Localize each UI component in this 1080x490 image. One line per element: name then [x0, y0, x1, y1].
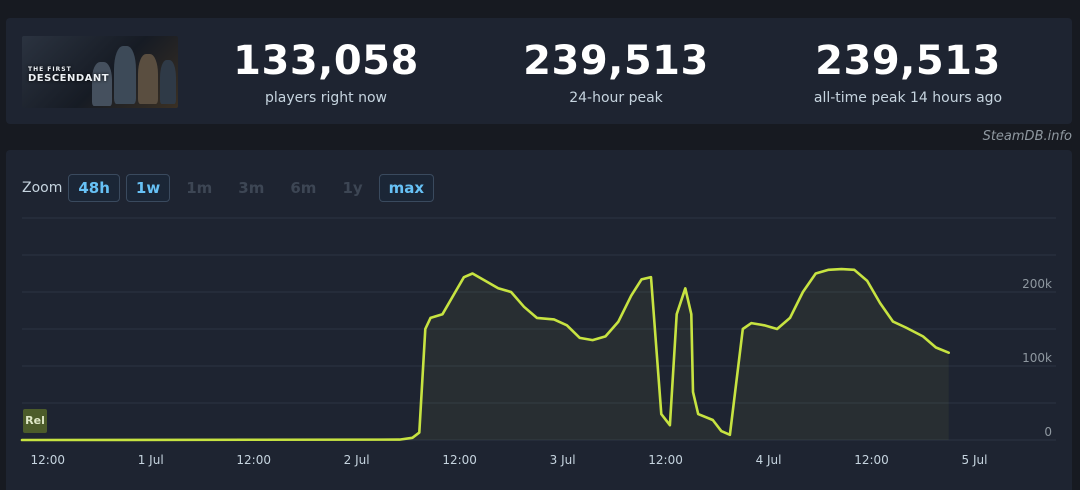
stats-panel: THE FIRST DESCENDANT 133,058 players rig… — [6, 18, 1072, 124]
stat-current-players: 133,058 players right now — [196, 38, 456, 106]
series-line — [20, 267, 950, 442]
x-tick-label: 5 Jul — [962, 453, 988, 467]
game-logo-text: DESCENDANT — [28, 73, 110, 84]
x-tick-label: 12:00 — [442, 453, 477, 467]
series-area — [22, 269, 949, 440]
game-thumbnail[interactable]: THE FIRST DESCENDANT — [22, 36, 178, 108]
x-tick-label: 3 Jul — [550, 453, 576, 467]
zoom-3m-button[interactable]: 3m — [238, 179, 265, 197]
stat-label: all-time peak 14 hours ago — [813, 90, 1003, 106]
zoom-controls: Zoom 48h 1w 1m 3m 6m 1y max — [22, 172, 440, 204]
stat-label: 24-hour peak — [569, 90, 663, 106]
stat-value: 133,058 — [233, 38, 419, 84]
y-tick-label: 0 — [1044, 425, 1052, 439]
zoom-6m-button[interactable]: 6m — [290, 179, 317, 197]
x-tick-label: 2 Jul — [344, 453, 370, 467]
zoom-1y-button[interactable]: 1y — [342, 179, 363, 197]
x-tick-label: 12:00 — [30, 453, 65, 467]
game-logo: THE FIRST DESCENDANT — [28, 66, 109, 84]
x-tick-label: 1 Jul — [138, 453, 164, 467]
zoom-48h-button[interactable]: 48h — [68, 174, 120, 202]
x-tick-label: 12:00 — [854, 453, 889, 467]
game-logo-small: THE FIRST — [28, 66, 72, 73]
zoom-label: Zoom — [22, 180, 63, 196]
stat-all-time-peak: 239,513 all-time peak 14 hours ago — [778, 38, 1038, 106]
y-tick-label: 200k — [1022, 277, 1052, 291]
x-tick-label: 12:00 — [236, 453, 271, 467]
y-tick-label: 100k — [1022, 351, 1052, 365]
release-marker-badge[interactable]: Rel — [23, 409, 47, 433]
stat-label: players right now — [265, 90, 387, 106]
zoom-1m-button[interactable]: 1m — [186, 179, 213, 197]
stat-value: 239,513 — [523, 38, 709, 84]
zoom-1w-button[interactable]: 1w — [125, 174, 171, 202]
x-tick-label: 12:00 — [648, 453, 683, 467]
zoom-max-button[interactable]: max — [378, 174, 435, 202]
x-tick-label: 4 Jul — [756, 453, 782, 467]
stat-value: 239,513 — [815, 38, 1001, 84]
player-count-chart: 0 100k 200k 12:00 1 Jul 12:00 2 Jul 12:00 3 Jul 1… — [20, 217, 1056, 467]
stat-24h-peak: 239,513 24-hour peak — [486, 38, 746, 106]
chart-panel: 0 100k 200k 12:00 1 Jul 12:00 2 Jul 12:00 3 Jul 1… — [6, 150, 1072, 490]
steamdb-watermark[interactable]: SteamDB.info — [982, 129, 1072, 144]
